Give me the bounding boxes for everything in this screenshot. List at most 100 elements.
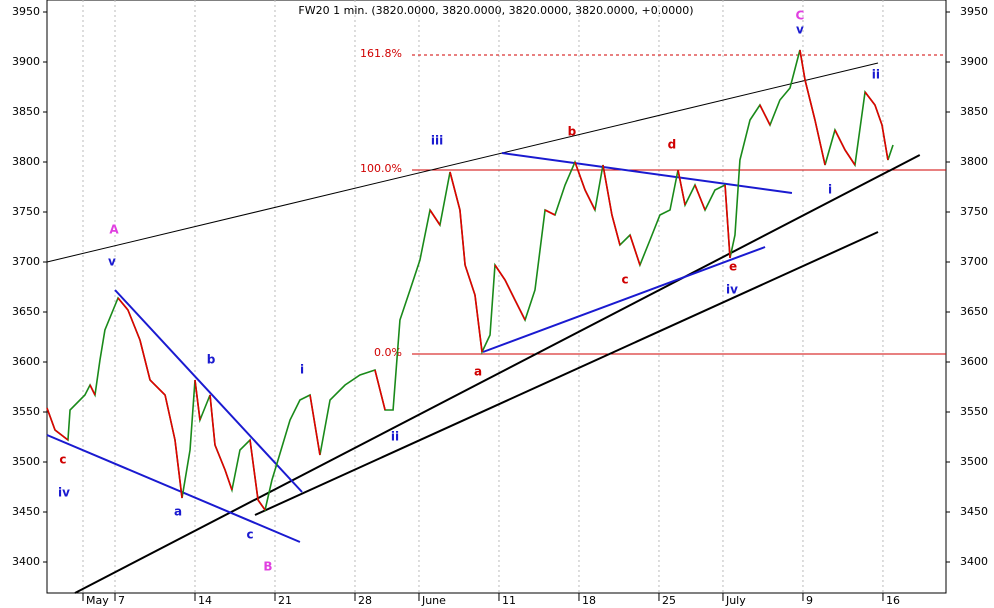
x-tick-label: 16 — [886, 594, 900, 607]
trendline — [46, 434, 301, 543]
y-tick-label: 3750 — [12, 205, 40, 218]
wave-label: B — [263, 560, 272, 574]
y-tick-label-right: 3700 — [960, 255, 988, 268]
y-tick-label-right: 3600 — [960, 355, 988, 368]
fib-label: 0.0% — [374, 346, 402, 359]
price-down-segment — [54, 429, 69, 441]
wave-label: ii — [872, 68, 880, 82]
y-tick-label-right: 3650 — [960, 305, 988, 318]
fib-label: 100.0% — [360, 162, 402, 175]
price-down-segment — [514, 299, 526, 321]
trendline — [46, 62, 879, 263]
price-down-segment — [89, 384, 96, 396]
price-down-segment — [584, 189, 596, 211]
y-tick-label-right: 3850 — [960, 105, 988, 118]
trendline — [74, 154, 921, 594]
y-tick-label: 3800 — [12, 155, 40, 168]
price-down-segment — [374, 369, 386, 411]
y-tick-label: 3400 — [12, 555, 40, 568]
price-down-segment — [174, 439, 183, 499]
price-down-segment — [494, 264, 506, 281]
trendline — [254, 231, 879, 516]
price-down-segment — [117, 297, 129, 311]
price-down-segment — [844, 149, 856, 166]
price-down-segment — [149, 379, 166, 396]
x-tick-label: 7 — [118, 594, 125, 607]
wave-label: b — [568, 125, 577, 139]
price-down-segment — [309, 394, 321, 456]
price-down-segment — [464, 264, 476, 296]
x-tick-label: 18 — [582, 594, 596, 607]
trendline — [482, 246, 766, 353]
wave-label: iii — [431, 134, 443, 148]
price-down-segment — [602, 164, 613, 216]
price-down-segment — [804, 79, 816, 121]
price-down-segment — [46, 407, 56, 431]
price-down-segment — [834, 129, 846, 151]
y-tick-label-right: 3500 — [960, 455, 988, 468]
wave-label: v — [796, 23, 804, 37]
y-tick-label: 3700 — [12, 255, 40, 268]
x-tick-label: 25 — [662, 594, 676, 607]
wave-label: b — [207, 353, 216, 367]
price-down-segment — [694, 184, 706, 211]
price-down-segment — [474, 294, 483, 353]
price-down-segment — [127, 309, 141, 341]
x-tick-label: June — [421, 594, 446, 607]
wave-label: iv — [726, 283, 738, 297]
x-tick-label: 28 — [358, 594, 372, 607]
y-tick-label: 3500 — [12, 455, 40, 468]
plot-frame — [46, 0, 947, 594]
chart-title: FW20 1 min. (3820.0000, 3820.0000, 3820.… — [298, 4, 693, 17]
price-down-segment — [814, 119, 826, 166]
trendline — [501, 152, 793, 194]
trendline — [114, 289, 303, 493]
wave-label: c — [59, 453, 66, 467]
price-down-segment — [874, 104, 883, 126]
y-tick-label-right: 3400 — [960, 555, 988, 568]
price-down-segment — [459, 209, 466, 266]
price-down-segment — [881, 124, 889, 161]
price-down-segment — [504, 279, 516, 301]
y-tick-label-right: 3750 — [960, 205, 988, 218]
price-down-segment — [629, 234, 641, 266]
x-tick-label: 21 — [278, 594, 292, 607]
y-tick-label-right: 3800 — [960, 155, 988, 168]
price-down-segment — [139, 339, 151, 381]
price-down-segment — [214, 444, 226, 471]
price-down-segment — [677, 169, 686, 206]
x-tick-label: May — [86, 594, 109, 607]
wave-label: a — [174, 505, 182, 519]
price-down-segment — [724, 184, 731, 259]
wave-label: A — [109, 223, 119, 237]
price-down-segment — [249, 439, 259, 501]
y-tick-label: 3650 — [12, 305, 40, 318]
x-tick-label: July — [725, 594, 746, 607]
y-tick-label: 3450 — [12, 505, 40, 518]
price-down-segment — [544, 209, 556, 216]
price-down-segment — [164, 394, 176, 441]
y-tick-label-right: 3550 — [960, 405, 988, 418]
price-down-segment — [574, 161, 586, 191]
y-tick-label-right: 3950 — [960, 5, 988, 18]
wave-label: C — [796, 9, 805, 23]
price-down-segment — [209, 394, 216, 446]
price-down-segment — [799, 49, 806, 81]
x-tick-label: 11 — [502, 594, 516, 607]
wave-label: a — [474, 365, 482, 379]
y-tick-label-right: 3450 — [960, 505, 988, 518]
price-down-segment — [257, 499, 266, 511]
fib-label: 161.8% — [360, 47, 402, 60]
x-tick-label: 14 — [198, 594, 212, 607]
y-tick-label: 3950 — [12, 5, 40, 18]
price-down-segment — [449, 171, 461, 211]
wave-label: i — [828, 183, 832, 197]
price-down-segment — [611, 214, 621, 246]
wave-label: v — [108, 255, 116, 269]
wave-label: ii — [391, 430, 399, 444]
price-down-segment — [194, 379, 201, 421]
y-tick-label: 3550 — [12, 405, 40, 418]
y-tick-label-right: 3900 — [960, 55, 988, 68]
wave-label: e — [729, 260, 737, 274]
